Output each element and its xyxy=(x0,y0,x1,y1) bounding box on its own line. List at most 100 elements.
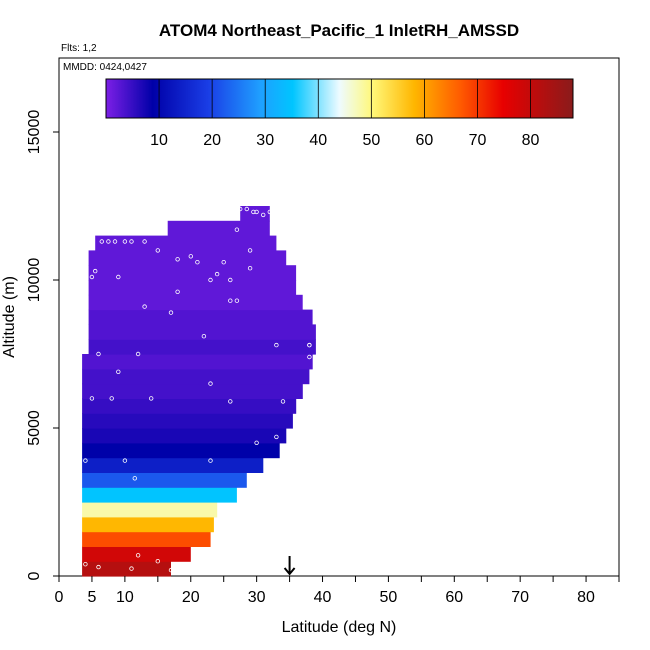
date-label: MMDD: 0424,0427 xyxy=(63,62,147,73)
sample-point xyxy=(274,434,279,440)
heatmap-cell xyxy=(167,220,270,237)
sample-point xyxy=(261,212,266,218)
sample-point xyxy=(168,310,174,315)
sample-point xyxy=(228,277,233,283)
sample-point xyxy=(267,209,272,215)
heatmap-cell xyxy=(82,502,218,518)
y-axis: 0 5000 10000 15000 xyxy=(26,110,59,580)
y-tick-label: 5000 xyxy=(26,410,43,446)
x-tick-label: 10 xyxy=(116,589,134,606)
heatmap-cell xyxy=(88,339,316,355)
x-tick-label: 80 xyxy=(577,589,595,606)
sample-point xyxy=(208,277,213,283)
colorbar-tick-label: 10 xyxy=(150,132,168,149)
colorbar-tick-label: 60 xyxy=(416,132,434,149)
y-tick-label: 15000 xyxy=(26,110,43,155)
sample-point xyxy=(155,248,160,253)
x-tick-label: 50 xyxy=(380,589,398,606)
sample-point xyxy=(254,209,259,215)
sample-point xyxy=(280,399,286,404)
sample-point xyxy=(214,271,220,277)
y-tick-label: 10000 xyxy=(26,258,43,303)
x-tick-label: 30 xyxy=(248,589,266,606)
sample-point xyxy=(148,396,154,401)
x-tick-label: 20 xyxy=(182,589,200,606)
heatmap-cell xyxy=(82,561,171,577)
heatmap-cell xyxy=(88,324,316,340)
sample-point xyxy=(132,476,137,481)
sample-point xyxy=(112,239,118,244)
x-tick-label: 60 xyxy=(445,589,463,606)
heatmap-cell xyxy=(82,383,303,399)
sample-point xyxy=(175,289,180,294)
sample-point xyxy=(188,254,193,259)
sample-point xyxy=(96,564,101,570)
sample-point xyxy=(83,458,88,463)
colorbar-tick-label: 80 xyxy=(522,132,540,149)
sample-point xyxy=(228,399,233,404)
sample-point xyxy=(142,304,147,309)
sample-point xyxy=(208,381,213,386)
y-axis-label: Altitude (m) xyxy=(1,276,18,358)
colorbar-tick-label: 70 xyxy=(469,132,487,149)
y-tick-label: 0 xyxy=(26,571,43,580)
x-axis-label: Latitude (deg N) xyxy=(282,619,397,636)
sample-point xyxy=(244,206,249,212)
x-axis: 0 5 10 20 30 40 50 60 70 80 xyxy=(55,576,620,606)
marker-arrow-head xyxy=(283,567,296,576)
heatmap-cell xyxy=(82,516,214,533)
sample-point xyxy=(201,334,207,339)
sample-point xyxy=(109,396,114,401)
sample-point xyxy=(142,239,147,244)
sample-point xyxy=(237,206,243,212)
sample-point xyxy=(228,298,233,303)
sample-point xyxy=(168,567,174,573)
heatmap-cell xyxy=(82,354,313,370)
colorbar-tick-label: 40 xyxy=(309,132,327,149)
sample-point xyxy=(116,369,121,374)
sample-point xyxy=(135,351,141,357)
heatmap-cell xyxy=(82,413,293,429)
sample-point xyxy=(175,257,180,262)
colorbar-tick-label: 20 xyxy=(203,132,221,149)
heatmap-cell xyxy=(82,531,211,547)
sample-point xyxy=(89,396,95,401)
heatmap-cell xyxy=(95,235,277,251)
heatmap-cell xyxy=(82,472,247,488)
heatmap-cell xyxy=(88,265,297,281)
sample-point xyxy=(307,342,312,348)
sample-point xyxy=(96,351,101,357)
sample-point xyxy=(106,239,111,244)
x-tick-label: 40 xyxy=(314,589,332,606)
latitude-marker-arrow xyxy=(283,556,296,576)
x-tick-label: 5 xyxy=(87,589,96,606)
colorbar-tick-label: 50 xyxy=(362,132,380,149)
colorbar-tick-label: 30 xyxy=(256,132,274,149)
heatmap-cells xyxy=(82,206,316,577)
sample-point xyxy=(155,559,160,564)
sample-point xyxy=(92,268,98,274)
x-tick-label: 0 xyxy=(55,589,64,606)
sample-point xyxy=(247,266,253,271)
sample-point xyxy=(99,239,104,244)
chart-title: ATOM4 Northeast_Pacific_1 InletRH_AMSSD xyxy=(159,21,519,40)
sample-point xyxy=(89,274,95,280)
sample-point xyxy=(208,458,213,463)
colorbar-ticks: 10 20 30 40 50 60 70 80 xyxy=(150,79,540,149)
sample-point xyxy=(116,274,121,280)
x-tick-label: 70 xyxy=(511,589,529,606)
sample-point xyxy=(221,260,226,265)
sample-point xyxy=(274,342,279,348)
sample-points xyxy=(83,206,312,573)
sample-point xyxy=(122,239,128,244)
sample-point xyxy=(234,298,240,303)
sample-point xyxy=(129,566,134,571)
heatmap-cell xyxy=(88,294,303,311)
heatmap-cell xyxy=(82,428,287,444)
sample-point xyxy=(247,248,253,253)
heatmap-cell xyxy=(82,487,237,503)
colorbar xyxy=(105,78,574,119)
heatmap-cell xyxy=(82,398,297,414)
heatmap-cell xyxy=(88,280,297,296)
